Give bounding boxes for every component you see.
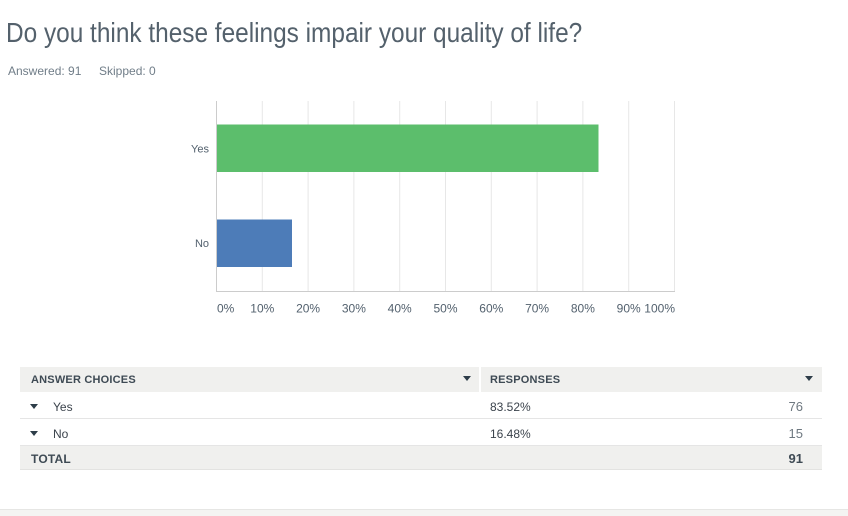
svg-text:40%: 40% <box>388 302 412 316</box>
svg-text:90%: 90% <box>617 302 641 316</box>
svg-text:Yes: Yes <box>191 143 209 155</box>
svg-text:100%: 100% <box>644 302 675 316</box>
svg-text:50%: 50% <box>433 302 457 316</box>
svg-text:80%: 80% <box>571 302 595 316</box>
svg-text:30%: 30% <box>342 302 366 316</box>
svg-text:0%: 0% <box>217 302 235 316</box>
svg-text:No: No <box>195 238 209 250</box>
svg-text:70%: 70% <box>525 302 549 316</box>
svg-text:20%: 20% <box>296 302 320 316</box>
svg-text:10%: 10% <box>250 302 274 316</box>
svg-text:60%: 60% <box>479 302 503 316</box>
